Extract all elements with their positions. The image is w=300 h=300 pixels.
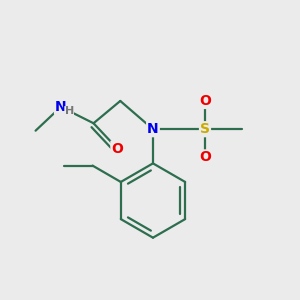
Text: H: H (64, 106, 74, 116)
Text: O: O (199, 150, 211, 164)
Text: S: S (200, 122, 210, 136)
Text: O: O (111, 142, 123, 155)
Text: N: N (55, 100, 67, 114)
Text: O: O (199, 94, 211, 108)
Text: N: N (147, 122, 159, 136)
